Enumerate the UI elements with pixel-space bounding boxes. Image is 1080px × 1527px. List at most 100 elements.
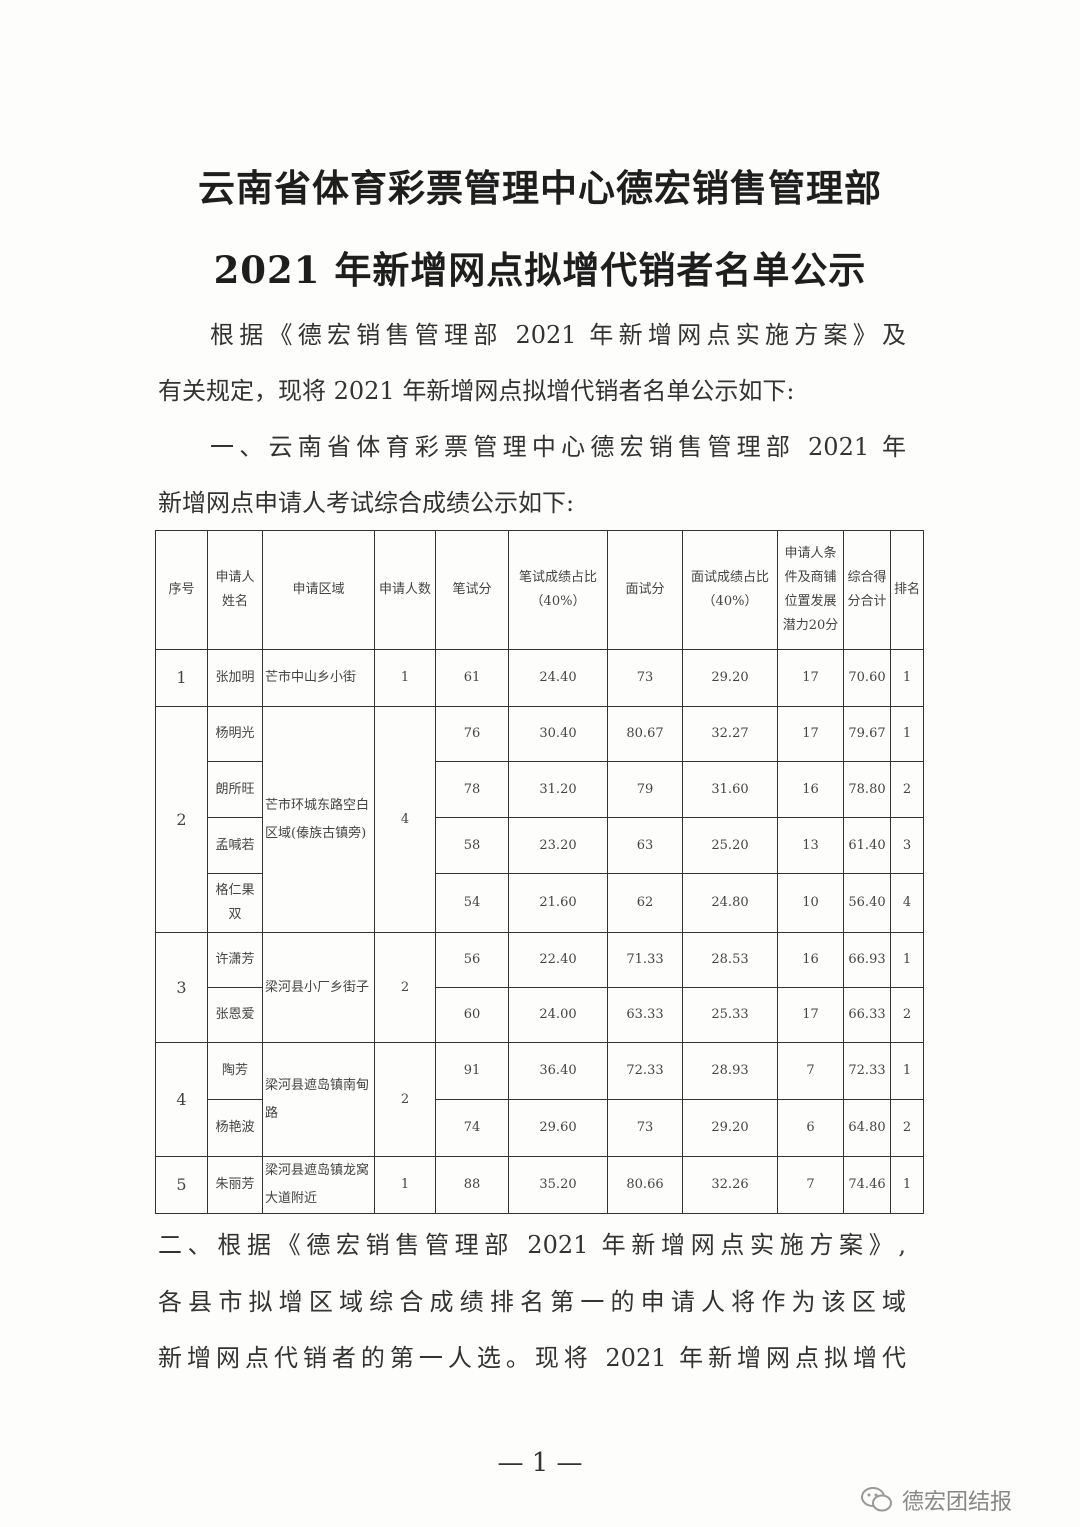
cell-written: 58 <box>435 817 509 874</box>
cell-total: 79.67 <box>843 706 891 762</box>
cell-total: 66.93 <box>843 932 891 988</box>
column-header: 申请区域 <box>262 530 375 650</box>
cell-region: 梁河县遮岛镇龙窝大道附近 <box>262 1156 375 1214</box>
cell-rank: 1 <box>890 932 924 988</box>
cell-written-weighted: 35.20 <box>508 1156 608 1214</box>
cell-interview-weighted: 25.20 <box>682 817 778 874</box>
cell-written-weighted: 31.20 <box>508 761 608 818</box>
cell-count: 2 <box>374 932 436 1043</box>
cell-written-weighted: 24.00 <box>508 987 608 1043</box>
cell-name: 许潇芳 <box>207 932 263 988</box>
cell-serial: 5 <box>155 1156 208 1214</box>
watermark-text: 德宏团结报 <box>902 1490 1013 1515</box>
column-header: 笔试分 <box>435 530 509 650</box>
cell-condition: 7 <box>777 1042 844 1100</box>
cell-interview: 63 <box>607 817 683 874</box>
cell-written: 56 <box>435 932 509 988</box>
cell-name: 张加明 <box>207 649 263 707</box>
intro-line: 一、云南省体育彩票管理中心德宏销售管理部 2021 年 <box>210 433 906 461</box>
section2-line: 二、根据《德宏销售管理部 2021 年新增网点实施方案》, <box>158 1231 906 1259</box>
watermark: 德宏团结报 <box>860 1484 1012 1516</box>
cell-rank: 3 <box>890 817 924 874</box>
column-header: 申请人姓名 <box>207 530 263 650</box>
table-row: 2 杨明光 芒市环城东路空白区域(傣族古镇旁) 4 76 30.40 80.67 32.27 1… <box>155 706 924 933</box>
table-row: 杨艳波 74 29.60 73 29.20 6 64.80 2 <box>156 1099 924 1157</box>
cell-region: 芒市环城东路空白区域(傣族古镇旁) <box>262 706 375 933</box>
table-row: 朗所旺 78 31.20 79 31.60 16 78.80 2 <box>156 761 924 818</box>
cell-region: 梁河县遮岛镇南甸路 <box>262 1042 375 1157</box>
cell-rank: 2 <box>890 1099 924 1157</box>
cell-written-weighted: 29.60 <box>508 1099 608 1157</box>
cell-interview: 80.67 <box>607 706 683 762</box>
cell-total: 78.80 <box>843 761 891 818</box>
wechat-icon <box>861 1487 892 1512</box>
column-header: 笔试成绩占比（40%） <box>508 530 608 650</box>
cell-written: 78 <box>435 761 509 818</box>
cell-condition: 10 <box>777 873 844 933</box>
cell-condition: 16 <box>777 932 844 988</box>
cell-written-weighted: 24.40 <box>508 649 608 707</box>
cell-total: 56.40 <box>843 873 891 933</box>
cell-written-weighted: 36.40 <box>508 1042 608 1100</box>
section2-line: 新增网点代销者的第一人选。现将 2021 年新增网点拟增代 <box>158 1344 906 1372</box>
cell-interview-weighted: 24.80 <box>682 873 778 933</box>
column-header: 综合得分合计 <box>843 530 891 650</box>
cell-name: 杨艳波 <box>207 1099 263 1157</box>
page-number: — 1 — <box>497 1448 583 1478</box>
cell-written-weighted: 21.60 <box>508 873 608 933</box>
cell-condition: 6 <box>777 1099 844 1157</box>
cell-interview-weighted: 29.20 <box>682 1099 778 1157</box>
title-line-2: 2021 年新增网点拟增代销者名单公示 <box>213 248 867 292</box>
cell-written-weighted: 30.40 <box>508 706 608 762</box>
cell-total: 66.33 <box>843 987 891 1043</box>
column-header: 面试成绩占比（40%） <box>682 530 778 650</box>
cell-name: 朗所旺 <box>207 761 263 818</box>
cell-rank: 2 <box>890 987 924 1043</box>
cell-condition: 17 <box>777 987 844 1043</box>
cell-condition: 16 <box>777 761 844 818</box>
column-header: 排名 <box>890 530 924 650</box>
intro-line: 根据《德宏销售管理部 2021 年新增网点实施方案》及 <box>210 321 906 349</box>
cell-serial: 4 <box>155 1042 208 1157</box>
cell-interview-weighted: 28.93 <box>682 1042 778 1100</box>
table-row: 1 张加明 芒市中山乡小街 1 61 24.40 73 29.20 17 70.60 1 <box>155 649 924 707</box>
cell-count: 1 <box>374 1156 436 1214</box>
cell-name: 朱丽芳 <box>207 1156 263 1214</box>
cell-interview-weighted: 29.20 <box>682 649 778 707</box>
cell-interview-weighted: 32.27 <box>682 706 778 762</box>
cell-rank: 1 <box>890 1156 924 1214</box>
table-row: 5 朱丽芳 梁河县遮岛镇龙窝大道附近 1 88 35.20 80.66 32.26 7 74.46… <box>155 1156 924 1214</box>
cell-total: 61.40 <box>843 817 891 874</box>
intro-line: 有关规定，现将 2021 年新增网点拟增代销者名单公示如下: <box>158 377 795 405</box>
cell-region: 芒市中山乡小街 <box>262 649 375 707</box>
cell-condition: 17 <box>777 649 844 707</box>
cell-written: 61 <box>435 649 509 707</box>
cell-total: 72.33 <box>843 1042 891 1100</box>
cell-name: 格仁果双 <box>207 873 263 933</box>
table-row: 4 陶芳 梁河县遮岛镇南甸路 2 91 36.40 72.33 28.93 7 72.33 1 <box>155 1042 924 1157</box>
cell-serial: 2 <box>155 706 208 933</box>
table-row: 3 许潇芳 梁河县小厂乡街子 2 56 22.40 71.33 28.53 16 66.93 1 <box>155 932 924 1043</box>
cell-interview: 63.33 <box>607 987 683 1043</box>
column-header: 序号 <box>155 530 208 650</box>
cell-rank: 4 <box>890 873 924 933</box>
cell-written: 74 <box>435 1099 509 1157</box>
cell-written-weighted: 23.20 <box>508 817 608 874</box>
cell-name: 杨明光 <box>207 706 263 762</box>
cell-total: 74.46 <box>843 1156 891 1214</box>
column-header: 面试分 <box>607 530 683 650</box>
cell-count: 2 <box>374 1042 436 1157</box>
cell-written: 54 <box>435 873 509 933</box>
cell-name: 陶芳 <box>207 1042 263 1100</box>
cell-interview: 71.33 <box>607 932 683 988</box>
cell-written: 91 <box>435 1042 509 1100</box>
cell-count: 4 <box>374 706 436 933</box>
cell-written: 60 <box>435 987 509 1043</box>
column-header: 申请人数 <box>374 530 436 650</box>
cell-rank: 1 <box>890 1042 924 1100</box>
cell-name: 孟喊若 <box>207 817 263 874</box>
cell-interview: 73 <box>607 649 683 707</box>
cell-interview-weighted: 31.60 <box>682 761 778 818</box>
section2-line: 各县市拟增区域综合成绩排名第一的申请人将作为该区域 <box>158 1288 906 1316</box>
cell-rank: 1 <box>890 706 924 762</box>
